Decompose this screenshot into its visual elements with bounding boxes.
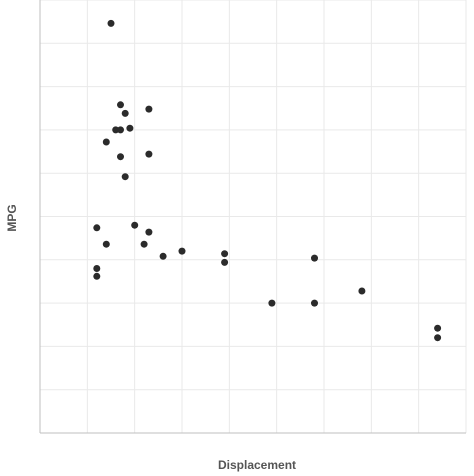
data-point xyxy=(268,299,276,307)
data-point xyxy=(117,153,124,161)
data-point xyxy=(145,105,153,113)
data-point xyxy=(117,126,124,134)
data-point xyxy=(117,101,124,109)
data-point xyxy=(358,287,366,295)
data-point xyxy=(221,258,229,266)
data-point xyxy=(178,247,186,255)
data-point xyxy=(434,324,442,332)
data-point xyxy=(311,254,318,262)
axes xyxy=(39,0,466,434)
data-point xyxy=(93,272,101,280)
data-point xyxy=(311,299,318,307)
data-point xyxy=(102,240,110,248)
data-point xyxy=(121,109,129,117)
data-points xyxy=(93,19,442,342)
data-point xyxy=(131,221,139,229)
data-point xyxy=(121,173,129,181)
data-point xyxy=(221,250,229,258)
data-point xyxy=(102,138,110,146)
data-point xyxy=(140,240,148,248)
data-point xyxy=(159,252,167,260)
data-point xyxy=(145,228,153,236)
data-point xyxy=(93,224,101,232)
y-axis-label: MPG xyxy=(5,204,19,231)
data-point xyxy=(126,124,134,132)
x-axis-label: Displacement xyxy=(218,458,296,472)
data-point xyxy=(107,19,115,27)
grid xyxy=(40,0,467,433)
data-point xyxy=(145,150,153,158)
data-point xyxy=(434,334,442,342)
data-point xyxy=(93,265,101,272)
data-point xyxy=(112,126,120,134)
